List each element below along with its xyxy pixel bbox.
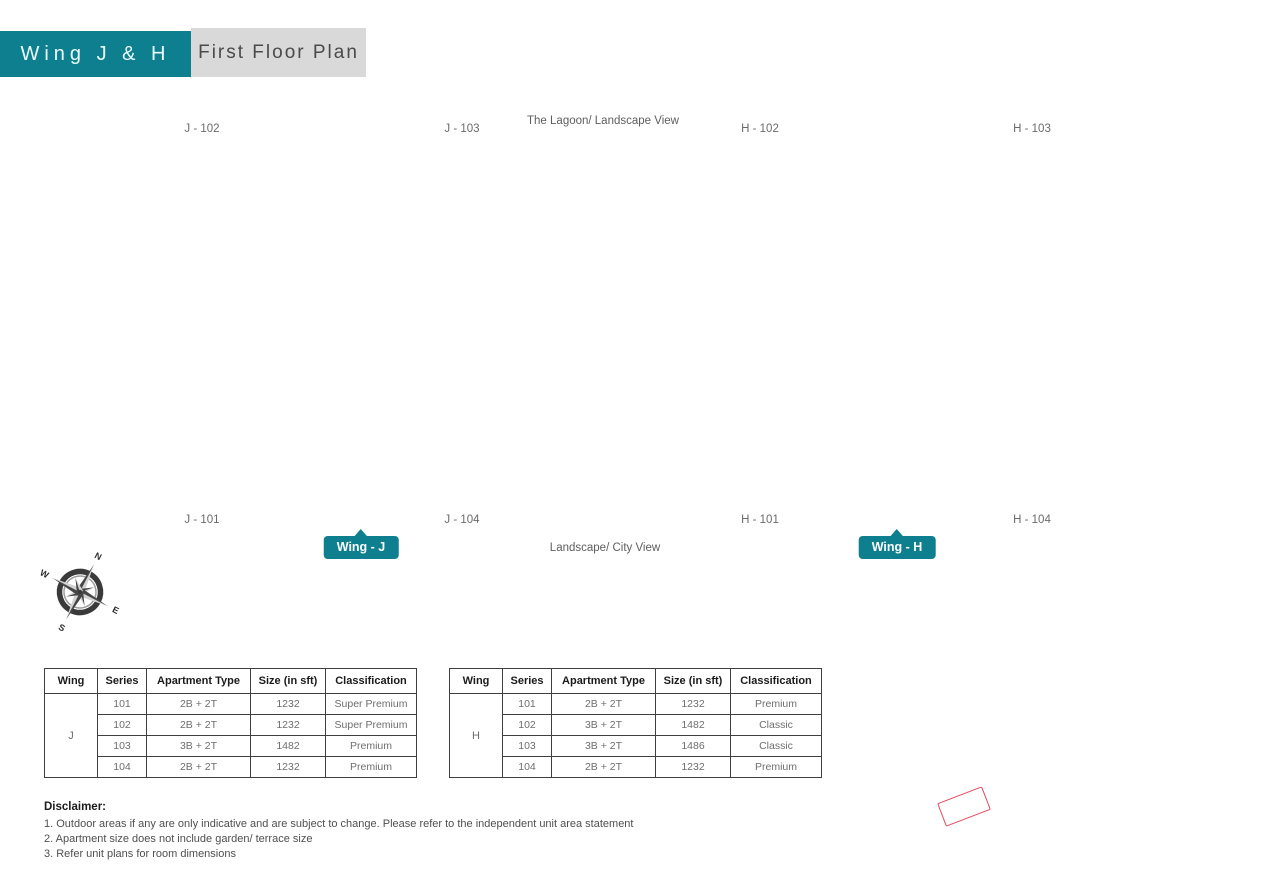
- disclaimer-title: Disclaimer:: [44, 801, 107, 813]
- table-cell: 3B + 2T: [146, 735, 251, 757]
- column-header: Series: [97, 668, 147, 694]
- badge-wing-h: Wing - H: [858, 536, 936, 559]
- revision-cloud-mark: [937, 786, 991, 827]
- unit-table-wing-h: Wing Series Apartment Type Size (in sft) Cla…: [449, 668, 822, 778]
- compass-letter-s: S: [57, 622, 67, 634]
- column-header: Size (in sft): [250, 668, 326, 694]
- table-row: 103 3B + 2T 1486 Classic: [450, 735, 822, 757]
- table-cell: 1232: [250, 693, 326, 715]
- unit-label-j-103: J - 103: [444, 123, 480, 135]
- table-cell: 2B + 2T: [146, 693, 251, 715]
- column-header: Size (in sft): [655, 668, 731, 694]
- table-cell: Premium: [730, 756, 822, 778]
- table-cell: 1486: [655, 735, 731, 757]
- disclaimer-items: 1. Outdoor areas if any are only indicat…: [44, 817, 633, 862]
- plan-title-band: First Floor Plan: [191, 28, 366, 77]
- disclaimer-item: 1. Outdoor areas if any are only indicat…: [44, 818, 634, 830]
- table-cell: Premium: [325, 756, 417, 778]
- table-cell: 1482: [655, 714, 731, 736]
- wing-cell: H: [449, 693, 503, 778]
- unit-label-h-104: H - 104: [1013, 514, 1051, 526]
- disclaimer-item: 3. Refer unit plans for room dimensions: [44, 848, 236, 860]
- table-cell: 1482: [250, 735, 326, 757]
- table-row: 103 3B + 2T 1482 Premium: [45, 735, 417, 757]
- unit-label-j-102: J - 102: [184, 123, 220, 135]
- badge-wing-j: Wing - J: [323, 536, 399, 559]
- column-header: Wing: [449, 668, 503, 694]
- compass-letter-n: N: [93, 550, 103, 562]
- compass-letter-e: E: [111, 604, 121, 616]
- table-row: H 101 2B + 2T 1232 Premium: [449, 693, 822, 778]
- table-cell: Classic: [730, 714, 822, 736]
- unit-label-j-104: J - 104: [444, 514, 480, 526]
- unit-table-wing-j: Wing Series Apartment Type Size (in sft) Cla…: [44, 668, 417, 778]
- table-cell: 104: [97, 756, 147, 778]
- table-cell: Classic: [730, 735, 822, 757]
- disclaimer: Disclaimer: 1. Outdoor areas if any are …: [44, 801, 633, 862]
- column-header: Apartment Type: [146, 668, 251, 694]
- column-header: Apartment Type: [551, 668, 656, 694]
- unit-label-h-101: H - 101: [741, 514, 779, 526]
- table-cell: 2B + 2T: [146, 714, 251, 736]
- compass-letter-w: W: [38, 567, 51, 580]
- unit-label-h-103: H - 103: [1013, 123, 1051, 135]
- table-row: 104 2B + 2T 1232 Premium: [450, 756, 822, 778]
- wing-cell: J: [44, 693, 98, 778]
- table-cell: Super Premium: [325, 714, 417, 736]
- table-cell: 101: [97, 693, 147, 715]
- table-cell: 102: [97, 714, 147, 736]
- table-cell: 3B + 2T: [551, 735, 656, 757]
- table-cell: Premium: [325, 735, 417, 757]
- column-header: Wing: [44, 668, 98, 694]
- unit-label-h-102: H - 102: [741, 123, 779, 135]
- table-cell: 1232: [655, 756, 731, 778]
- table-cell: 102: [502, 714, 552, 736]
- view-label-lagoon-landscape-view: The Lagoon/ Landscape View: [527, 115, 679, 127]
- table-row: 104 2B + 2T 1232 Premium: [45, 756, 417, 778]
- table-cell: 1232: [250, 756, 326, 778]
- table-cell: 101: [502, 693, 552, 715]
- column-header: Classification: [730, 668, 822, 694]
- table-cell: Super Premium: [325, 693, 417, 715]
- table-row: 102 3B + 2T 1482 Classic: [450, 714, 822, 736]
- table-cell: 2B + 2T: [146, 756, 251, 778]
- table-row: J 101 2B + 2T 1232 Super Premium: [44, 693, 417, 778]
- table-cell: 103: [502, 735, 552, 757]
- plan-title: First Floor Plan: [198, 41, 359, 63]
- wing-title: Wing J & H: [20, 42, 171, 65]
- table-row: 102 2B + 2T 1232 Super Premium: [45, 714, 417, 736]
- table-cell: 3B + 2T: [551, 714, 656, 736]
- disclaimer-item: 2. Apartment size does not include garde…: [44, 833, 313, 845]
- unit-label-j-101: J - 101: [184, 514, 220, 526]
- table-cell: Premium: [730, 693, 822, 715]
- table-cell: 1232: [250, 714, 326, 736]
- table-cell: 1232: [655, 693, 731, 715]
- table-cell: 2B + 2T: [551, 693, 656, 715]
- table-cell: 103: [97, 735, 147, 757]
- wing-title-band: Wing J & H: [0, 31, 191, 77]
- column-header: Series: [502, 668, 552, 694]
- table-cell: 2B + 2T: [551, 756, 656, 778]
- column-header: Classification: [325, 668, 417, 694]
- table-cell: 104: [502, 756, 552, 778]
- compass-rose-icon: N E S W: [38, 550, 121, 634]
- view-label-landscape-city-view: Landscape/ City View: [549, 542, 661, 554]
